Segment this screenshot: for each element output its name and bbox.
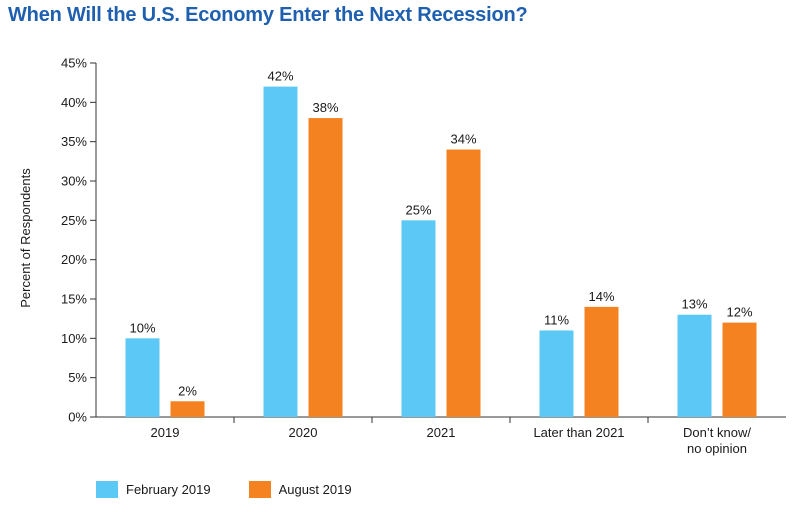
- x-category-label: Later than 2021: [533, 425, 624, 440]
- legend-label-august-2019: August 2019: [278, 482, 352, 497]
- x-category-label: 2019: [151, 425, 180, 440]
- legend-swatch-august-2019: [248, 481, 271, 498]
- y-tick-label: 5%: [68, 370, 87, 385]
- legend-label-february-2019: February 2019: [126, 482, 211, 497]
- y-tick-label: 0%: [68, 410, 87, 425]
- y-tick-label: 15%: [61, 292, 87, 307]
- bars: [125, 86, 757, 418]
- bar-february-2019: [125, 338, 160, 417]
- x-category-label: 2020: [289, 425, 318, 440]
- bar-february-2019: [401, 220, 436, 417]
- y-tick-label: 10%: [61, 331, 87, 346]
- bar-august-2019: [170, 401, 205, 417]
- y-axis-ticks: 0% 5% 10% 15% 20% 25% 30% 35% 40% 45%: [61, 56, 96, 425]
- y-tick-label: 20%: [61, 252, 87, 267]
- bar-february-2019: [263, 86, 298, 417]
- y-tick-label: 30%: [61, 174, 87, 189]
- data-label: 11%: [544, 312, 569, 327]
- y-tick-label: 45%: [61, 56, 87, 71]
- axes: [95, 63, 786, 418]
- y-tick-label: 35%: [61, 134, 87, 149]
- data-label: 13%: [681, 297, 707, 312]
- y-tick-label: 25%: [61, 213, 87, 228]
- data-label: 34%: [450, 132, 476, 147]
- x-category-label: Don’t know/: [683, 425, 751, 440]
- legend: February 2019 August 2019: [96, 481, 390, 498]
- chart-title: When Will the U.S. Economy Enter the Nex…: [8, 4, 528, 26]
- y-axis-label: Percent of Respondents: [18, 168, 33, 308]
- bar-august-2019: [584, 306, 619, 417]
- category-labels: 2019 2020 2021 Later than 2021 Don’t know/no…: [151, 417, 751, 456]
- data-labels: 10% 2% 42% 38% 25% 34% 11% 14% 13% 12%: [129, 69, 752, 399]
- bar-february-2019: [539, 330, 574, 417]
- x-category-label: 2021: [427, 425, 456, 440]
- legend-swatch-february-2019: [96, 481, 118, 498]
- y-tick-label: 40%: [61, 95, 87, 110]
- data-label: 42%: [267, 69, 293, 84]
- legend-item-february-2019: February 2019: [96, 481, 211, 498]
- data-label: 2%: [178, 383, 197, 398]
- data-label: 14%: [588, 289, 614, 304]
- bar-february-2019: [677, 314, 712, 417]
- legend-item-august-2019: August 2019: [248, 481, 352, 498]
- data-label: 12%: [726, 305, 752, 320]
- data-label: 10%: [129, 320, 155, 335]
- data-label: 38%: [312, 100, 338, 115]
- x-category-label: no opinion: [687, 441, 747, 456]
- bar-august-2019: [446, 149, 481, 418]
- data-label: 25%: [405, 202, 431, 217]
- bar-august-2019: [308, 118, 343, 418]
- bar-august-2019: [722, 322, 757, 417]
